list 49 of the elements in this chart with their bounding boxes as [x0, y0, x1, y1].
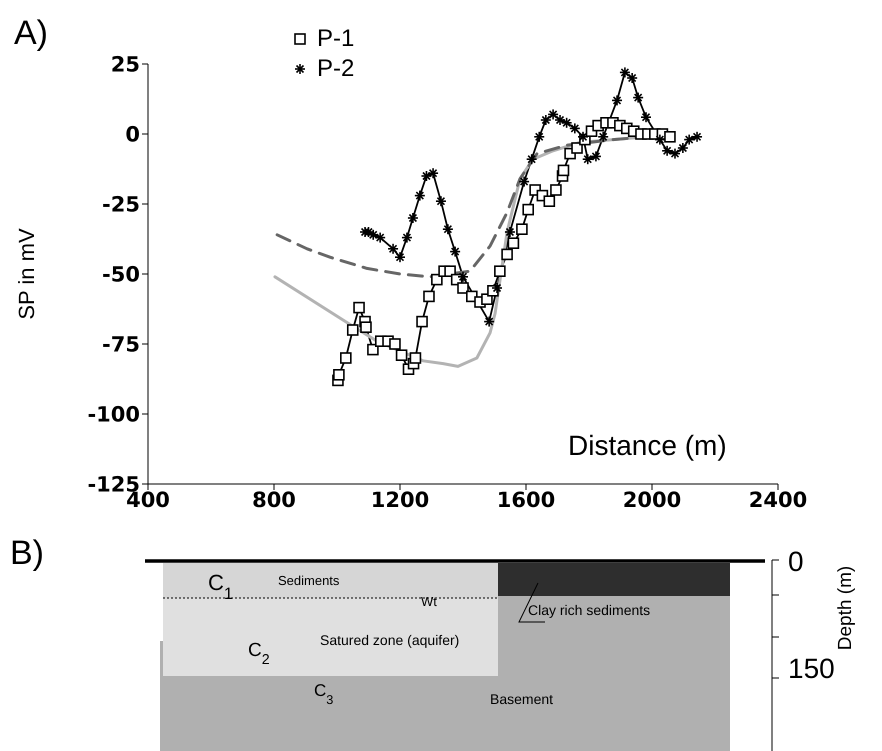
x-tick-label: 800 — [252, 488, 296, 512]
text: Sediments — [278, 573, 340, 588]
text: Satured zone (aquifer) — [320, 632, 460, 648]
point — [410, 352, 422, 364]
point — [501, 248, 513, 260]
point — [571, 142, 583, 154]
x-tick-label: 2000 — [622, 488, 682, 512]
text: C$_{3}$ — [314, 681, 334, 706]
text: B) — [10, 534, 44, 572]
y-tick-label: -50 — [102, 262, 140, 286]
point — [516, 223, 528, 235]
point — [558, 164, 570, 176]
text: 0 — [788, 546, 804, 577]
x-tick-label: 1200 — [370, 488, 430, 512]
point — [423, 290, 435, 302]
x-tick-label: 2400 — [748, 488, 808, 512]
text: Clay rich sediments — [528, 602, 650, 618]
text: Depth (m) — [835, 566, 856, 650]
point — [353, 302, 365, 314]
text: Basement — [490, 691, 554, 707]
y-tick-label: -100 — [87, 402, 140, 426]
point — [396, 349, 408, 361]
y-tick-label: -25 — [102, 192, 140, 216]
point — [431, 274, 443, 286]
text: 150 — [788, 653, 835, 684]
point — [367, 344, 379, 356]
point — [346, 324, 359, 336]
y-tick-label: 25 — [110, 52, 140, 76]
y-axis-title: SP in mV — [14, 228, 39, 320]
point — [508, 237, 520, 249]
point — [360, 321, 372, 333]
text: C$_{2}$ — [248, 640, 270, 668]
point — [664, 131, 676, 143]
point — [494, 265, 506, 277]
x-tick-label: 1600 — [496, 488, 556, 512]
point — [340, 352, 352, 364]
point — [389, 338, 401, 350]
point — [416, 316, 428, 328]
y-tick-label: -75 — [102, 332, 140, 356]
point — [550, 184, 562, 196]
chart-title: A) — [14, 14, 48, 53]
point — [333, 369, 345, 381]
point — [522, 204, 534, 216]
legend-label: P-1 — [317, 24, 354, 54]
point — [457, 282, 469, 294]
point — [544, 195, 556, 207]
x-axis-title: Distance (m) — [568, 430, 727, 462]
legend-label: P-2 — [317, 54, 354, 84]
y-tick-label: 0 — [125, 122, 140, 146]
